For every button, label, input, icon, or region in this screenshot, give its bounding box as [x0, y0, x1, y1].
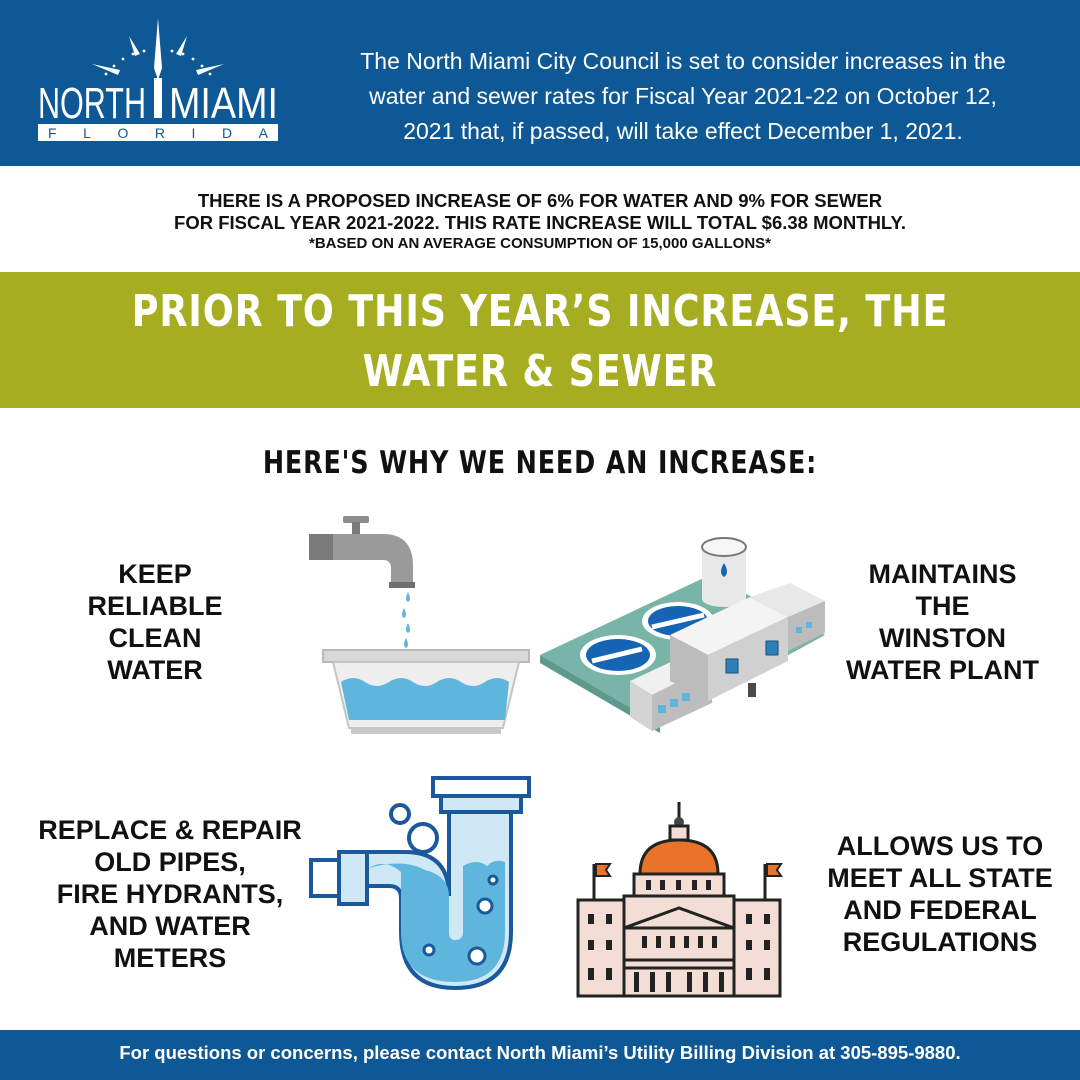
faucet-basin-icon [309, 516, 530, 734]
reason-regulations: ALLOWS US TO MEET ALL STATE AND FEDERAL … [827, 831, 1053, 957]
capitol-building-icon [576, 802, 783, 998]
banner-line-1: PRIOR TO THIS YEAR’S INCREASE, THE WATER… [131, 286, 949, 397]
notice-line-2: FOR FISCAL YEAR 2021-2022. THIS RATE INC… [174, 212, 906, 233]
pipe-icon [309, 776, 531, 991]
history-banner: PRIOR TO THIS YEAR’S INCREASE, THE WATER… [0, 272, 1080, 457]
header-line-3: 2021 that, if passed, will take effect D… [403, 118, 963, 144]
header-line-2: water and sewer rates for Fiscal Year 20… [369, 83, 997, 109]
header-announcement: The North Miami City Council is set to c… [318, 44, 1048, 149]
logo-word-north: NORTH [38, 79, 146, 128]
water-plant-icon [540, 537, 825, 733]
notice-line-1: THERE IS A PROPOSED INCREASE OF 6% FOR W… [197, 190, 883, 211]
header-bar: NORTH MIAMI FLORIDA The North Miami City… [0, 0, 1080, 166]
logo-word-miami: MIAMI [169, 79, 278, 128]
header-line-1: The North Miami City Council is set to c… [360, 48, 1006, 74]
notice-line-3: *BASED ON AN AVERAGE CONSUMPTION OF 15,0… [308, 235, 771, 252]
footer-contact: For questions or concerns, please contac… [119, 1042, 961, 1063]
north-miami-logo: NORTH MIAMI FLORIDA [38, 18, 278, 141]
section-heading: HERE'S WHY WE NEED AN INCREASE: [262, 445, 818, 481]
reason-pipes: REPLACE & REPAIR OLD PIPES, FIRE HYDRANT… [38, 815, 302, 973]
reason-clean-water: KEEP RELIABLE CLEAN WATER [87, 559, 223, 685]
banner-line-2: RATE HAD NOT INCREASED SINCE 2014. [118, 406, 962, 457]
reason-water-plant: MAINTAINS THE WINSTON WATER PLANT [846, 559, 1039, 685]
rate-notice: THERE IS A PROPOSED INCREASE OF 6% FOR W… [0, 190, 1080, 254]
footer-bar: For questions or concerns, please contac… [0, 1030, 1080, 1080]
